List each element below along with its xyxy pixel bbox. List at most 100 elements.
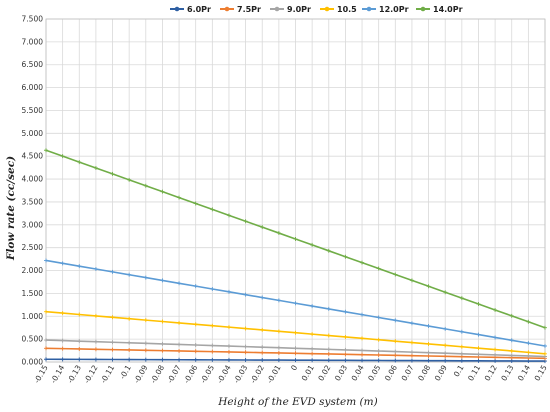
- data-point: [393, 318, 398, 323]
- legend-marker: [224, 6, 230, 12]
- data-point: [343, 358, 348, 363]
- legend-label: 12.0Pr: [379, 5, 409, 14]
- series-10.5: [44, 309, 547, 356]
- x-axis-ticks: -0.15 -0.14 -0.13 -0.12 -0.11 -0.1 -0.09 -0.08-…: [32, 363, 549, 385]
- x-tick-label: 0.15: [533, 363, 549, 382]
- data-point: [93, 313, 98, 318]
- x-tick-label: 0.01: [300, 363, 316, 382]
- data-point: [93, 267, 98, 272]
- data-point: [210, 357, 215, 362]
- data-point: [44, 357, 48, 362]
- data-point: [360, 336, 365, 341]
- x-tick-label: -0.09: [132, 363, 150, 385]
- data-point: [293, 346, 298, 351]
- data-point: [476, 358, 481, 363]
- data-point: [393, 358, 398, 363]
- x-tick-label: 0.14: [516, 363, 532, 382]
- data-point: [160, 278, 165, 283]
- data-point: [276, 329, 281, 334]
- data-point: [376, 349, 381, 354]
- data-point: [509, 338, 514, 343]
- data-point: [143, 318, 148, 323]
- x-tick-label: -0.12: [82, 363, 100, 385]
- x-tick-label: -0.05: [199, 363, 217, 385]
- legend-entry: 10.5: [320, 5, 357, 14]
- data-point: [110, 315, 115, 320]
- data-point: [243, 357, 248, 362]
- data-point: [93, 357, 98, 362]
- data-point: [160, 189, 165, 194]
- data-point: [243, 292, 248, 297]
- data-point: [409, 340, 414, 345]
- data-point: [226, 213, 231, 218]
- y-tick-label: 7.000: [22, 37, 44, 46]
- y-tick-label: 3.000: [22, 220, 44, 229]
- data-point: [310, 332, 315, 337]
- data-point: [193, 284, 198, 289]
- y-tick-label: 5.000: [22, 129, 44, 138]
- x-tick-label: 0.05: [366, 363, 382, 382]
- data-point: [60, 154, 65, 159]
- data-point: [493, 358, 498, 363]
- legend-label: 10.5: [337, 5, 357, 14]
- y-tick-label: 0.000: [22, 358, 44, 367]
- y-tick-label: 7.500: [22, 15, 44, 24]
- data-point: [143, 183, 148, 188]
- data-point: [127, 340, 132, 345]
- data-point: [193, 357, 198, 362]
- data-point: [509, 313, 514, 318]
- data-point: [543, 343, 547, 348]
- legend-marker: [366, 6, 372, 12]
- data-point: [93, 165, 98, 170]
- data-point: [493, 335, 498, 340]
- data-point: [226, 325, 231, 330]
- x-tick-label: 0.02: [316, 363, 332, 382]
- data-point: [393, 339, 398, 344]
- x-tick-label: -0.03: [232, 363, 250, 385]
- data-point: [459, 296, 464, 301]
- data-point: [143, 341, 148, 346]
- legend-entry: 12.0Pr: [362, 5, 409, 14]
- y-tick-label: 4.500: [22, 152, 44, 161]
- data-point: [409, 350, 414, 355]
- data-point: [493, 307, 498, 312]
- legend-marker: [274, 6, 280, 12]
- legend-entry: 9.0Pr: [270, 5, 311, 14]
- data-point: [110, 347, 115, 352]
- x-axis-title: Height of the EVD system (m): [217, 396, 377, 408]
- plot-grid: [45, 18, 546, 363]
- data-point: [77, 264, 82, 269]
- series-9.0Pr: [44, 338, 547, 359]
- data-point: [326, 248, 331, 253]
- data-point: [326, 333, 331, 338]
- x-tick-label: -0.13: [66, 363, 84, 385]
- data-point: [426, 341, 431, 346]
- data-point: [409, 353, 414, 358]
- x-tick-label: -0.15: [32, 363, 50, 385]
- data-point: [443, 326, 448, 331]
- data-point: [393, 353, 398, 358]
- series-lines: [44, 148, 547, 364]
- legend-label: 6.0Pr: [187, 5, 211, 14]
- data-point: [293, 351, 298, 356]
- data-point: [476, 352, 481, 357]
- data-point: [60, 346, 65, 351]
- data-point: [426, 284, 431, 289]
- series-12.0Pr: [44, 258, 547, 348]
- x-tick-label: -0.04: [215, 363, 233, 385]
- data-point: [60, 261, 65, 266]
- data-point: [210, 349, 215, 354]
- data-point: [509, 348, 514, 353]
- data-point: [44, 338, 48, 343]
- data-point: [77, 339, 82, 344]
- data-point: [226, 344, 231, 349]
- data-point: [160, 319, 165, 324]
- legend-marker: [324, 6, 330, 12]
- data-point: [44, 258, 48, 263]
- data-point: [44, 346, 48, 351]
- data-point: [160, 341, 165, 346]
- data-point: [293, 358, 298, 363]
- x-tick-label: 0.09: [433, 363, 449, 382]
- data-point: [360, 348, 365, 353]
